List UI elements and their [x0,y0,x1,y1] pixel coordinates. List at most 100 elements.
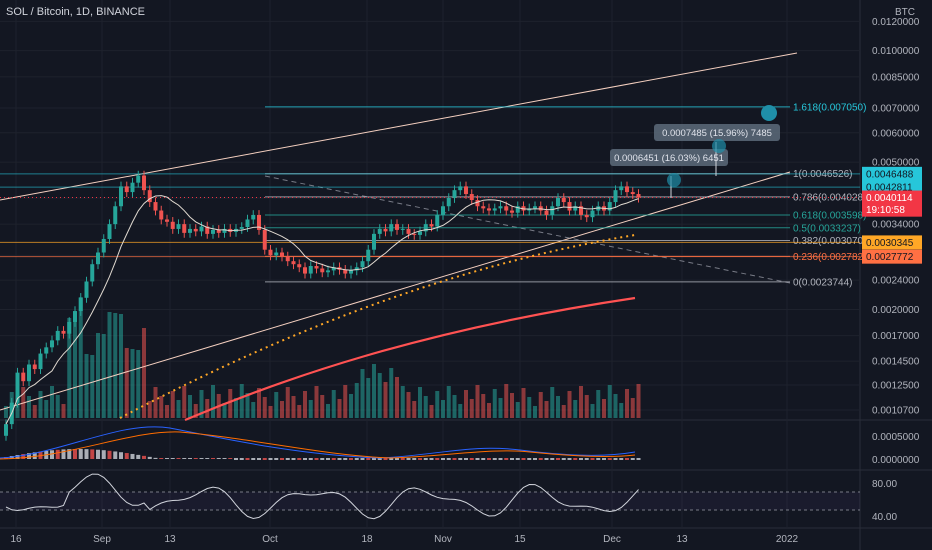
macd-histogram-bar [366,458,371,460]
volume-bar [372,364,376,418]
candle-body [492,208,497,211]
candle-body [498,206,503,209]
volume-bar [61,404,66,418]
price-tick-label: 0.0014500 [872,357,920,368]
macd-histogram-bar [297,458,302,460]
price-tick-label: 0.0010700 [872,406,920,417]
candle-body [452,190,457,198]
volume-bar [222,403,227,418]
macd-line [0,426,636,459]
date-tick-label: Dec [603,534,621,545]
macd-histogram-bar [188,458,192,459]
volume-bar [67,318,72,418]
macd-histogram-bar [228,458,233,459]
candle-body [78,297,83,312]
volume-bar [389,368,394,418]
candle-body [561,198,566,203]
candle-body [441,206,445,215]
macd-histogram-bar [630,458,635,460]
macd-histogram-bar [429,458,434,460]
candle-body [73,311,77,322]
macd-histogram-bar [435,458,440,460]
macd-histogram-bar [515,458,520,460]
candle-body [412,233,417,235]
macd-histogram-bar [452,458,457,460]
candle-body [423,224,428,232]
candle-body [27,364,31,382]
volume-bar [262,397,267,418]
date-tick-label: 18 [361,534,373,545]
volume-bar [441,400,445,418]
macd-histogram-bar [280,458,284,460]
macd-histogram-bar [84,449,89,459]
candle-body [400,228,405,230]
candle-body [487,208,491,211]
volume-bar [377,373,382,418]
macd-histogram-bar [584,458,589,460]
candle-body [630,192,635,195]
candle-body [222,228,227,233]
macd-histogram-bar [67,449,72,459]
volume-bar [538,392,543,418]
price-tick-label: 0.0050000 [872,158,920,169]
candle-body [308,266,313,274]
fib-level-label: 1(0.0046526) [793,169,853,180]
macd-histogram-bar [55,449,60,459]
macd-histogram-bar [538,458,543,460]
volume-bar [492,389,497,418]
macd-histogram-bar [222,458,227,459]
candle-body [395,224,399,230]
volume-bar [567,391,572,418]
candle-body [90,264,95,282]
candle-body [389,224,394,232]
volume-bar [544,401,549,418]
volume-bar [550,387,555,418]
measure-label: 0.0007485 (15.96%) 7485 [662,128,772,139]
candle-body [130,182,135,193]
volume-bar [119,314,123,418]
volume-bar [113,313,118,418]
candle-body [510,210,514,213]
fib-level-label: 0.618(0.003598) [793,211,866,222]
macd-histogram-bar [481,458,486,460]
macd-histogram-bar [567,458,572,460]
candle-body [32,364,37,370]
volume-bar [32,405,37,418]
candle-body [636,194,641,198]
macd-histogram-bar [533,458,537,460]
candle-body [360,261,365,268]
candle-body [4,424,8,436]
macd-histogram-bar [211,458,215,459]
volume-bar [446,386,451,418]
candle-body [579,206,583,215]
volume-bar [504,384,509,418]
macd-histogram-bar [412,458,417,460]
volume-bar [452,395,457,418]
volume-bar [274,392,279,418]
candle-body [107,224,112,239]
macd-histogram-bar [377,458,382,460]
volume-bar [27,396,31,418]
price-badge-label: 19:10:58 [866,205,905,216]
volume-bar [291,396,296,418]
volume-bar [337,399,342,418]
candle-body [38,353,43,370]
volume-bar [579,386,583,418]
candle-body [199,226,204,232]
volume-bar [188,395,192,418]
target-marker [667,173,681,187]
macd-histogram-bar [556,458,560,460]
channel-upper-line [0,52,798,201]
candle-body [584,214,589,218]
volume-bar [556,396,560,418]
candle-body [464,186,468,195]
target-marker [761,105,777,121]
macd-histogram-bar [561,458,566,460]
volume-bar [498,398,503,418]
volume-bar [515,402,520,418]
macd-histogram-bar [199,458,204,459]
macd-histogram-bar [498,458,503,460]
date-tick-label: 16 [10,534,22,545]
macd-histogram-bar [441,458,445,460]
